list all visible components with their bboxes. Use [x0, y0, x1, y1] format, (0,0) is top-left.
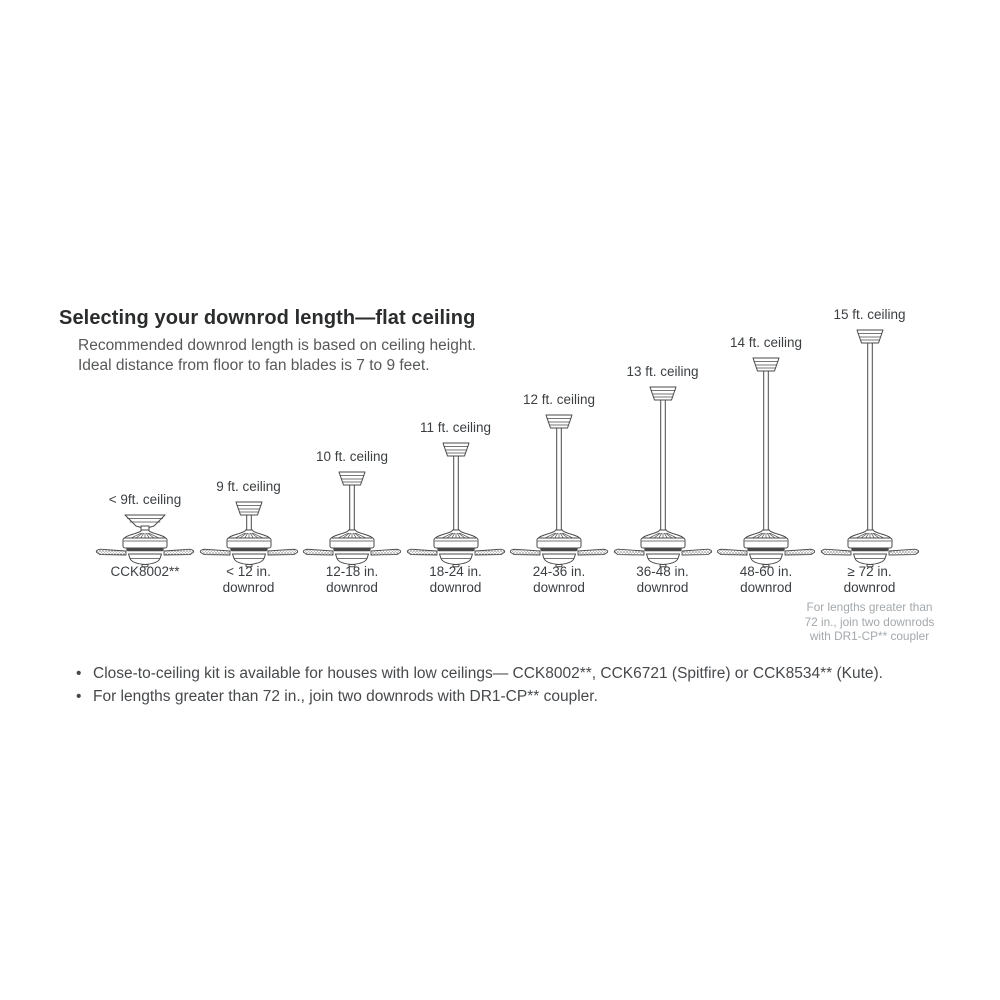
ceiling-height-label: < 9ft. ceiling	[108, 492, 182, 507]
downrod-length-label: 18-24 in. downrod	[392, 564, 520, 596]
fan-column: < 9ft. ceiling CCK8002**	[93, 0, 197, 700]
downrod-word: downrod	[843, 580, 896, 595]
coupler-note-line-2: 72 in., join two downrods	[804, 614, 935, 629]
fan-column: 12 ft. ceiling 24-36 in. downrod	[507, 0, 611, 700]
fan-illustration	[613, 386, 712, 568]
ceiling-height-label: 9 ft. ceiling	[216, 479, 281, 494]
subtitle-line-1: Recommended downrod length is based on c…	[78, 337, 477, 354]
fan-column: 14 ft. ceiling 48-60 in. downrod	[714, 0, 818, 700]
downrod-word: downrod	[429, 580, 482, 595]
ceiling-height-label: 12 ft. ceiling	[522, 392, 596, 407]
coupler-note-line-3: with DR1-CP** coupler	[809, 629, 930, 643]
downrod-range: 12-18 in.	[325, 564, 379, 579]
fan-column: 13 ft. ceiling 36-48 in. downrod	[611, 0, 715, 700]
downrod-word: downrod	[533, 580, 585, 595]
bullet-dot: •	[76, 687, 82, 705]
fan-column: 15 ft. ceiling ≥ 72 in. downrod For leng…	[805, 0, 935, 700]
notes-list: • Close-to-ceiling kit is available for …	[76, 663, 883, 708]
fan-column: 9 ft. ceiling < 12 in. downrod	[197, 0, 301, 700]
fan-illustration	[509, 414, 609, 568]
downrod-range: 36-48 in.	[636, 564, 689, 579]
downrod-length-label: < 12 in. downrod	[185, 564, 313, 596]
fan-illustration	[302, 471, 402, 568]
bullet-item: • For lengths greater than 72 in., join …	[76, 686, 883, 709]
page-title: Selecting your downrod length—flat ceili…	[59, 307, 476, 329]
bullet-text-close-to-ceiling: Close-to-ceiling kit is available for ho…	[93, 665, 883, 682]
fan-illustration	[716, 357, 816, 568]
ceiling-height-label: 15 ft. ceiling	[833, 307, 906, 322]
fan-illustration	[199, 501, 298, 568]
ceiling-height-label: 13 ft. ceiling	[626, 364, 699, 379]
bullet-item: • Close-to-ceiling kit is available for …	[76, 663, 883, 686]
downrod-word: downrod	[636, 580, 689, 595]
downrod-range: 18-24 in.	[429, 564, 482, 579]
fan-column: 10 ft. ceiling 12-18 in. downrod	[300, 0, 404, 700]
downrod-length-label: 36-48 in. downrod	[599, 564, 727, 596]
fan-illustration	[95, 514, 195, 568]
fan-column: 11 ft. ceiling 18-24 in. downrod	[404, 0, 508, 700]
downrod-length-label: 24-36 in. downrod	[495, 564, 623, 596]
downrod-length-label: 12-18 in. downrod	[288, 564, 416, 596]
downrod-range: < 12 in.	[226, 564, 271, 579]
downrod-length-label: ≥ 72 in. downrod	[806, 564, 934, 596]
downrod-length-label: CCK8002**	[81, 564, 209, 580]
coupler-note: For lengths greater than 72 in., join tw…	[796, 600, 944, 644]
downrod-range: 24-36 in.	[532, 564, 586, 579]
coupler-note-line-1: For lengths greater than	[806, 600, 933, 614]
downrod-word: downrod	[222, 580, 275, 595]
ceiling-height-label: 14 ft. ceiling	[729, 335, 803, 350]
fan-illustration	[820, 329, 919, 568]
bullet-dot: •	[76, 665, 82, 682]
fan-illustration	[406, 442, 505, 568]
downrod-range: CCK8002**	[110, 564, 180, 579]
subtitle-line-2: Ideal distance from floor to fan blades …	[78, 356, 430, 374]
downrod-range: ≥ 72 in.	[847, 564, 892, 579]
downrod-length-label: 48-60 in. downrod	[702, 564, 830, 596]
downrod-range: 48-60 in.	[739, 564, 793, 579]
subtitle: Recommended downrod length is based on c…	[78, 336, 476, 375]
downrod-word: downrod	[326, 580, 378, 595]
ceiling-height-label: 11 ft. ceiling	[419, 420, 492, 435]
downrod-word: downrod	[740, 580, 792, 595]
bullet-text-coupler: For lengths greater than 72 in., join tw…	[93, 687, 598, 705]
ceiling-height-label: 10 ft. ceiling	[315, 449, 389, 464]
